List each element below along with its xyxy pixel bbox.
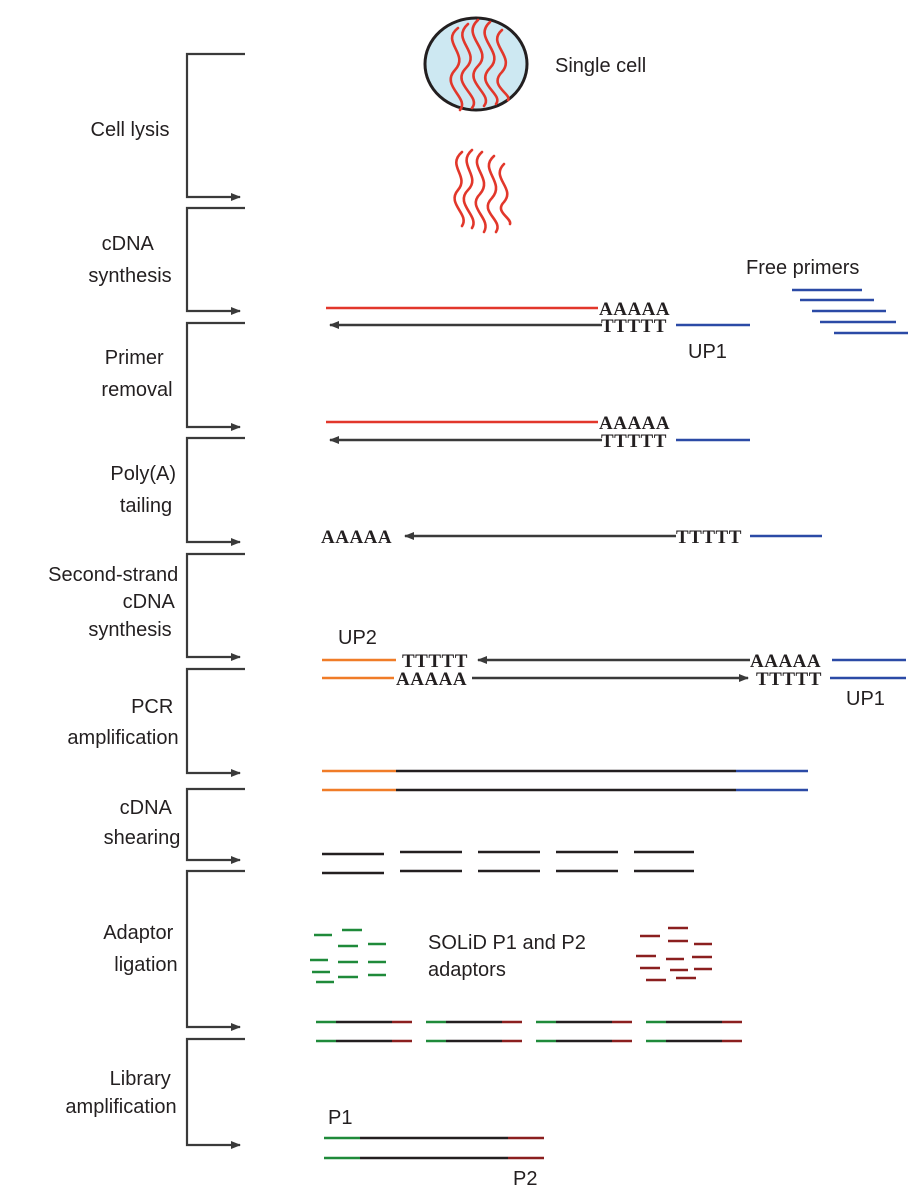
second-strand-product: UP2 TTTTT AAAAA AAAAA TTTTT UP1 [322, 627, 906, 710]
cdna-synthesis-product: AAAAA TTTTT UP1 [326, 299, 750, 363]
step-bracket-9 [185, 1037, 245, 1149]
step-label-cdna-shearing: cDNA shearing [104, 797, 181, 849]
sheared-fragments [322, 850, 694, 875]
step-label-adaptor-ligation: Adaptor ligation [103, 922, 179, 976]
cell-membrane [423, 16, 529, 112]
polya-tail: AAAAA [321, 527, 392, 548]
released-mrna [453, 148, 512, 234]
ligated-fragments [316, 1020, 742, 1043]
polya-bottom: AAAAA [396, 669, 467, 690]
step-label-library-amplification: Library amplification [65, 1068, 176, 1118]
step-labels: Cell lysis cDNA synthesis Primer removal… [48, 119, 184, 1118]
oligo-dt-bottom: TTTTT [756, 669, 822, 690]
polya-tail: AAAAA [599, 299, 670, 320]
polya-tail: AAAAA [599, 413, 670, 434]
p1-label: P1 [328, 1107, 352, 1129]
step-label-pcr-amplification: PCR amplification [67, 696, 178, 749]
single-cell-illustration: Single cell [423, 16, 646, 112]
step-label-cell-lysis: Cell lysis [91, 119, 170, 141]
single-cell-label: Single cell [555, 55, 646, 77]
amplified-library: P1 P2 [324, 1107, 544, 1190]
up2-label: UP2 [338, 627, 377, 649]
free-primers: Free primers [746, 257, 908, 335]
oligo-dt: TTTTT [601, 316, 667, 337]
primer-removal-product: AAAAA TTTTT [326, 413, 750, 452]
step-bracket-4 [185, 436, 245, 546]
step-bracket-5 [185, 552, 245, 661]
p1-adaptors [310, 928, 386, 984]
step-bracket-2 [185, 206, 245, 315]
step-bracket-8 [185, 869, 245, 1031]
step-label-cdna-synthesis: cDNA synthesis [88, 233, 171, 287]
step-brackets [185, 52, 245, 1149]
up1-label: UP1 [688, 341, 727, 363]
step-label-polya-tailing: Poly(A) tailing [110, 463, 181, 517]
step-label-primer-removal: Primer removal [101, 347, 172, 401]
step-bracket-1 [185, 52, 245, 201]
oligo-dt-top: TTTTT [402, 651, 468, 672]
up1-label: UP1 [846, 688, 885, 710]
oligo-dt: TTTTT [676, 527, 742, 548]
p2-label: P2 [513, 1168, 537, 1190]
step-bracket-3 [185, 321, 245, 431]
free-primers-label: Free primers [746, 257, 859, 279]
adaptors-label: SOLiD P1 and P2 adaptors [428, 932, 591, 981]
step-label-second-strand: Second-strand cDNA synthesis [48, 564, 184, 641]
pcr-products [322, 769, 808, 792]
step-bracket-6 [185, 667, 245, 777]
polya-tailing-product: AAAAA TTTTT [321, 527, 822, 548]
oligo-dt: TTTTT [601, 431, 667, 452]
mrna-in-cell [449, 18, 510, 112]
polya-top: AAAAA [750, 651, 821, 672]
p2-adaptors [636, 926, 712, 982]
step-bracket-7 [185, 787, 245, 864]
